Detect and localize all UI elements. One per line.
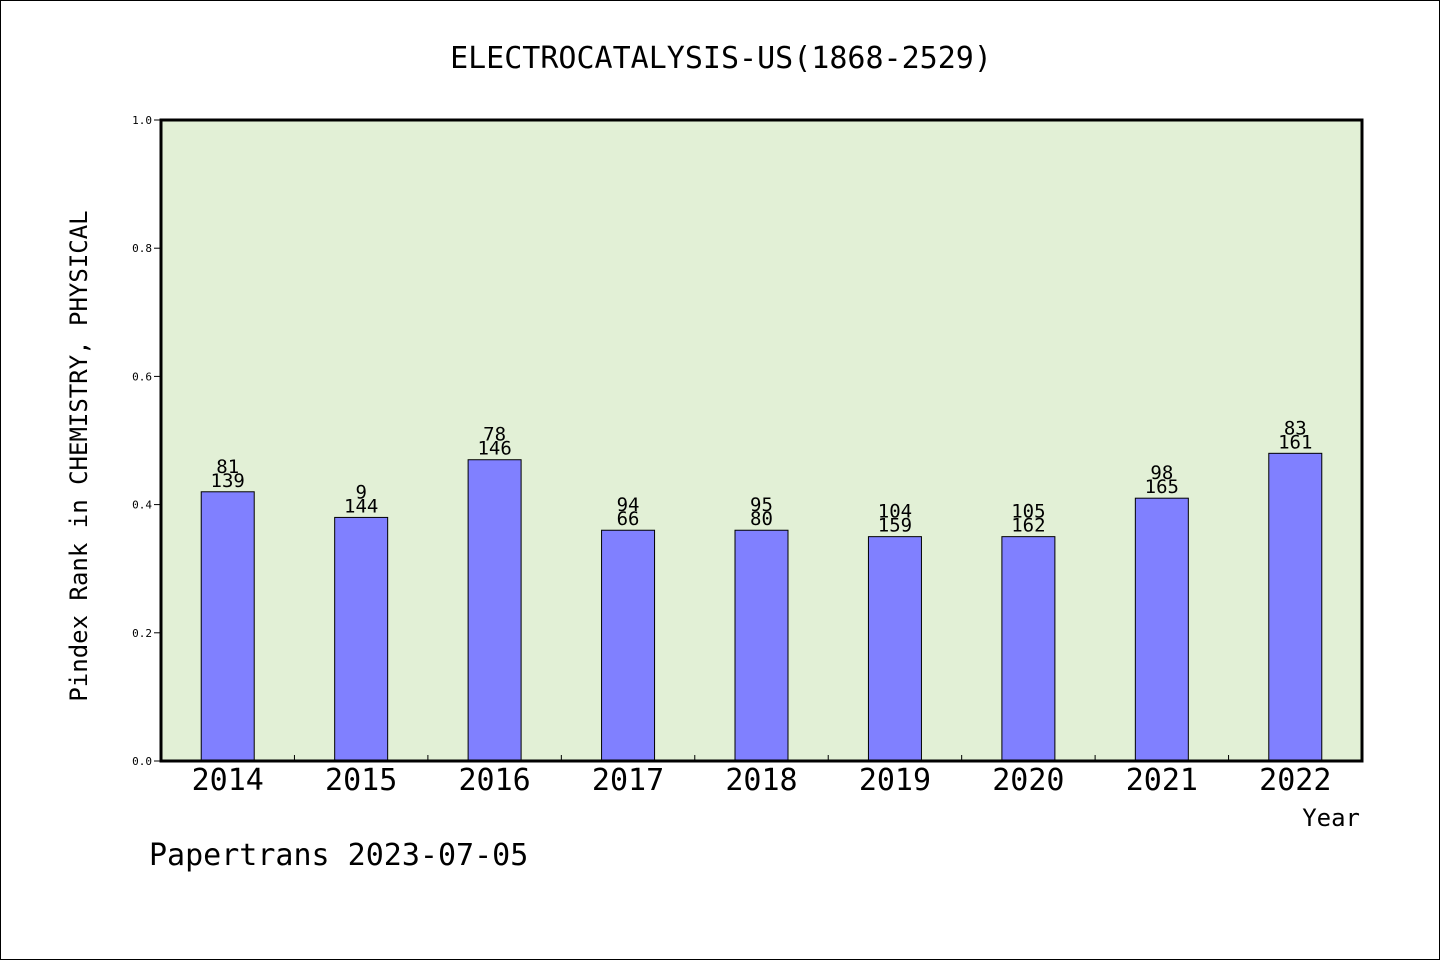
y-axis-label: Pindex Rank in CHEMISTRY, PHYSICAL: [65, 210, 93, 701]
x-tick-label: 2020: [992, 763, 1064, 798]
bar-label-bottom: 159: [878, 515, 912, 537]
bar-label-top: 78: [483, 424, 506, 446]
bar-label-top: 104: [878, 501, 912, 523]
y-tick-label: 0.2: [132, 627, 152, 640]
x-axis-label: Year: [1302, 804, 1360, 832]
bar-label-bottom: 162: [1011, 515, 1045, 537]
chart-title: ELECTROCATALYSIS-US(1868-2529): [450, 41, 992, 76]
bar: [200, 491, 255, 762]
x-tick-label: 2022: [1259, 763, 1331, 798]
plot-border: [159, 118, 1364, 763]
bar: [601, 529, 656, 762]
x-tick-label: 2016: [458, 763, 530, 798]
x-tick-label: 2018: [725, 763, 797, 798]
bar-label-top: 83: [1284, 417, 1307, 439]
bar: [867, 536, 922, 762]
x-axis: 2014 2015 2016 2017 2018 2019 2020 2021 2022: [192, 755, 1331, 798]
x-tick-label: 2021: [1126, 763, 1198, 798]
bar-label-bottom: 80: [750, 508, 773, 530]
bar: [334, 516, 389, 762]
x-tick-label: 2014: [192, 763, 264, 798]
bar-label-top: 95: [750, 494, 773, 516]
y-axis: 0.0 0.2 0.4 0.6 0.8 1.0: [132, 114, 161, 768]
bar-label-bottom: 139: [211, 470, 245, 492]
bar: [1268, 452, 1323, 762]
bar-label-top: 98: [1150, 462, 1173, 484]
bar-label-top: 105: [1011, 501, 1045, 523]
bar: [734, 529, 789, 762]
y-tick-label: 0.0: [132, 755, 152, 768]
x-tick-label: 2017: [592, 763, 664, 798]
bar-label-bottom: 66: [617, 508, 640, 530]
bar-label-bottom: 161: [1278, 431, 1312, 453]
bar-label-top: 81: [216, 456, 239, 478]
footer-credit: Papertrans 2023-07-05: [149, 838, 528, 873]
bar-label-bottom: 165: [1145, 476, 1179, 498]
bar-label-top: 9: [355, 481, 366, 503]
bar: [467, 459, 522, 762]
y-tick-label: 0.4: [132, 499, 152, 512]
bar: [1134, 497, 1189, 762]
bar-label-bottom: 144: [344, 495, 378, 517]
y-tick-label: 1.0: [132, 114, 152, 127]
y-tick-label: 0.8: [132, 242, 152, 255]
bar-label-bottom: 146: [477, 438, 511, 460]
y-tick-label: 0.6: [132, 370, 152, 383]
x-tick-label: 2019: [859, 763, 931, 798]
bar-label-top: 94: [617, 494, 640, 516]
bar: [1001, 536, 1056, 762]
x-tick-label: 2015: [325, 763, 397, 798]
